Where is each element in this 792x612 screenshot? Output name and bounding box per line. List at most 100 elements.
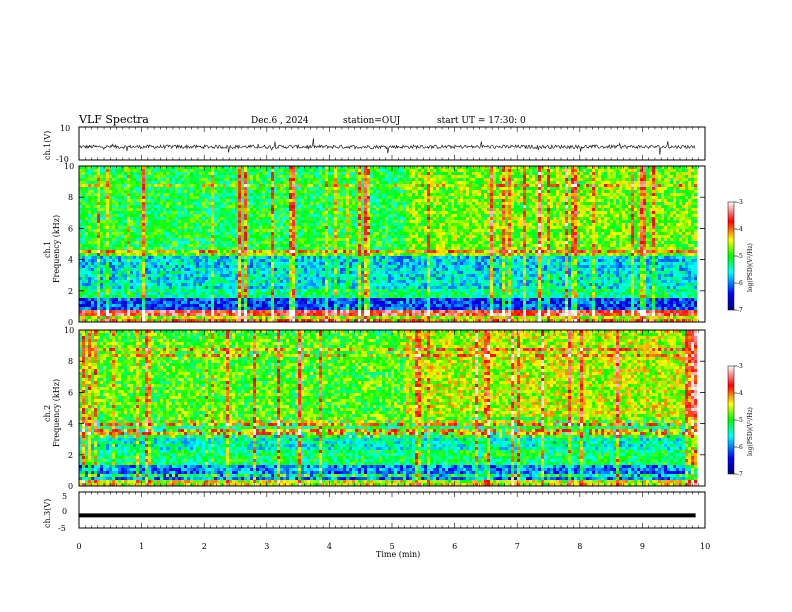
spectrogram-cell [106,262,109,265]
spectrogram-cell [157,265,160,268]
spectrogram-cell [145,211,148,214]
spectrogram-cell [262,244,265,247]
spectrogram-cell [253,169,256,172]
spectrogram-cell [337,250,340,253]
spectrogram-cell [250,253,253,256]
spectrogram-cell [148,316,151,319]
spectrogram-cell [241,169,244,172]
spectrogram-cell [325,232,328,235]
spectrogram-cell [304,274,307,277]
spectrogram-cell [328,313,331,316]
spectrogram-cell [235,202,238,205]
spectrogram-cell [319,244,322,247]
spectrogram-cell [139,304,142,307]
spectrogram-cell [364,220,367,223]
spectrogram-cell [238,178,241,181]
spectrogram-cell [355,286,358,289]
spectrogram-cell [91,295,94,298]
spectrogram-cell [91,205,94,208]
spectrogram-cell [127,253,130,256]
spectrogram-cell [166,169,169,172]
spectrogram-cell [247,214,250,217]
spectrogram-cell [328,274,331,277]
spectrogram-cell [223,301,226,304]
spectrogram-cell [187,256,190,259]
spectrogram-cell [106,193,109,196]
spectrogram-cell [202,214,205,217]
spectrogram-cell [304,292,307,295]
spectrogram-cell [271,217,274,220]
spectrogram-cell [340,217,343,220]
spectrogram-cell [247,304,250,307]
spectrogram-cell [109,184,112,187]
spectrogram-cell [241,304,244,307]
spectrogram-cell [343,211,346,214]
spectrogram-cell [253,238,256,241]
spectrogram-cell [157,316,160,319]
spectrogram-cell [196,256,199,259]
spectrogram-cell [91,262,94,265]
spectrogram-cell [229,196,232,199]
spectrogram-cell [241,319,244,322]
spectrogram-cell [106,298,109,301]
spectrogram-cell [196,187,199,190]
spectrogram-cell [328,208,331,211]
spectrogram-cell [358,184,361,187]
spectrogram-cell [202,172,205,175]
spectrogram-cell [211,175,214,178]
spectrogram-cell [328,259,331,262]
spectrogram-cell [349,229,352,232]
spectrogram-cell [91,292,94,295]
spectrogram-cell [163,220,166,223]
spectrogram-cell [265,313,268,316]
spectrogram-cell [253,202,256,205]
spectrogram-cell [346,295,349,298]
spectrogram-cell [331,190,334,193]
spectrogram-cell [115,187,118,190]
spectrogram-cell [184,301,187,304]
spectrogram-cell [133,229,136,232]
spectrogram-cell [238,166,241,169]
spectrogram-cell [157,187,160,190]
spectrogram-cell [313,295,316,298]
spectrogram-cell [79,244,82,247]
spectrogram-cell [262,187,265,190]
spectrogram-cell [295,199,298,202]
spectrogram-cell [277,196,280,199]
spectrogram-cell [277,193,280,196]
spectrogram-cell [172,250,175,253]
spectrogram-cell [286,169,289,172]
spectrogram-cell [190,241,193,244]
spectrogram-cell [253,286,256,289]
spectrogram-cell [130,289,133,292]
spectrogram-cell [97,181,100,184]
spectrogram-cell [202,220,205,223]
spectrogram-cell [232,313,235,316]
spectrogram-cell [154,205,157,208]
spectrogram-cell [364,166,367,169]
spectrogram-cell [334,223,337,226]
spectrogram-cell [103,166,106,169]
spectrogram-cell [88,295,91,298]
spectrogram-cell [172,295,175,298]
spectrogram-cell [184,235,187,238]
spectrogram-cell [97,199,100,202]
spectrogram-cell [172,319,175,322]
spectrogram-cell [289,310,292,313]
spectrogram-cell [274,292,277,295]
spectrogram-cell [349,256,352,259]
spectrogram-cell [82,268,85,271]
spectrogram-cell [175,256,178,259]
spectrogram-cell [328,178,331,181]
spectrogram-cell [307,190,310,193]
spectrogram-cell [226,301,229,304]
spectrogram-cell [115,226,118,229]
spectrogram-cell [268,268,271,271]
spectrogram-cell [244,193,247,196]
spectrogram-cell [280,286,283,289]
spectrogram-cell [163,190,166,193]
spectrogram-cell [244,307,247,310]
spectrogram-cell [229,226,232,229]
spectrogram-cell [130,202,133,205]
spectrogram-cell [283,169,286,172]
